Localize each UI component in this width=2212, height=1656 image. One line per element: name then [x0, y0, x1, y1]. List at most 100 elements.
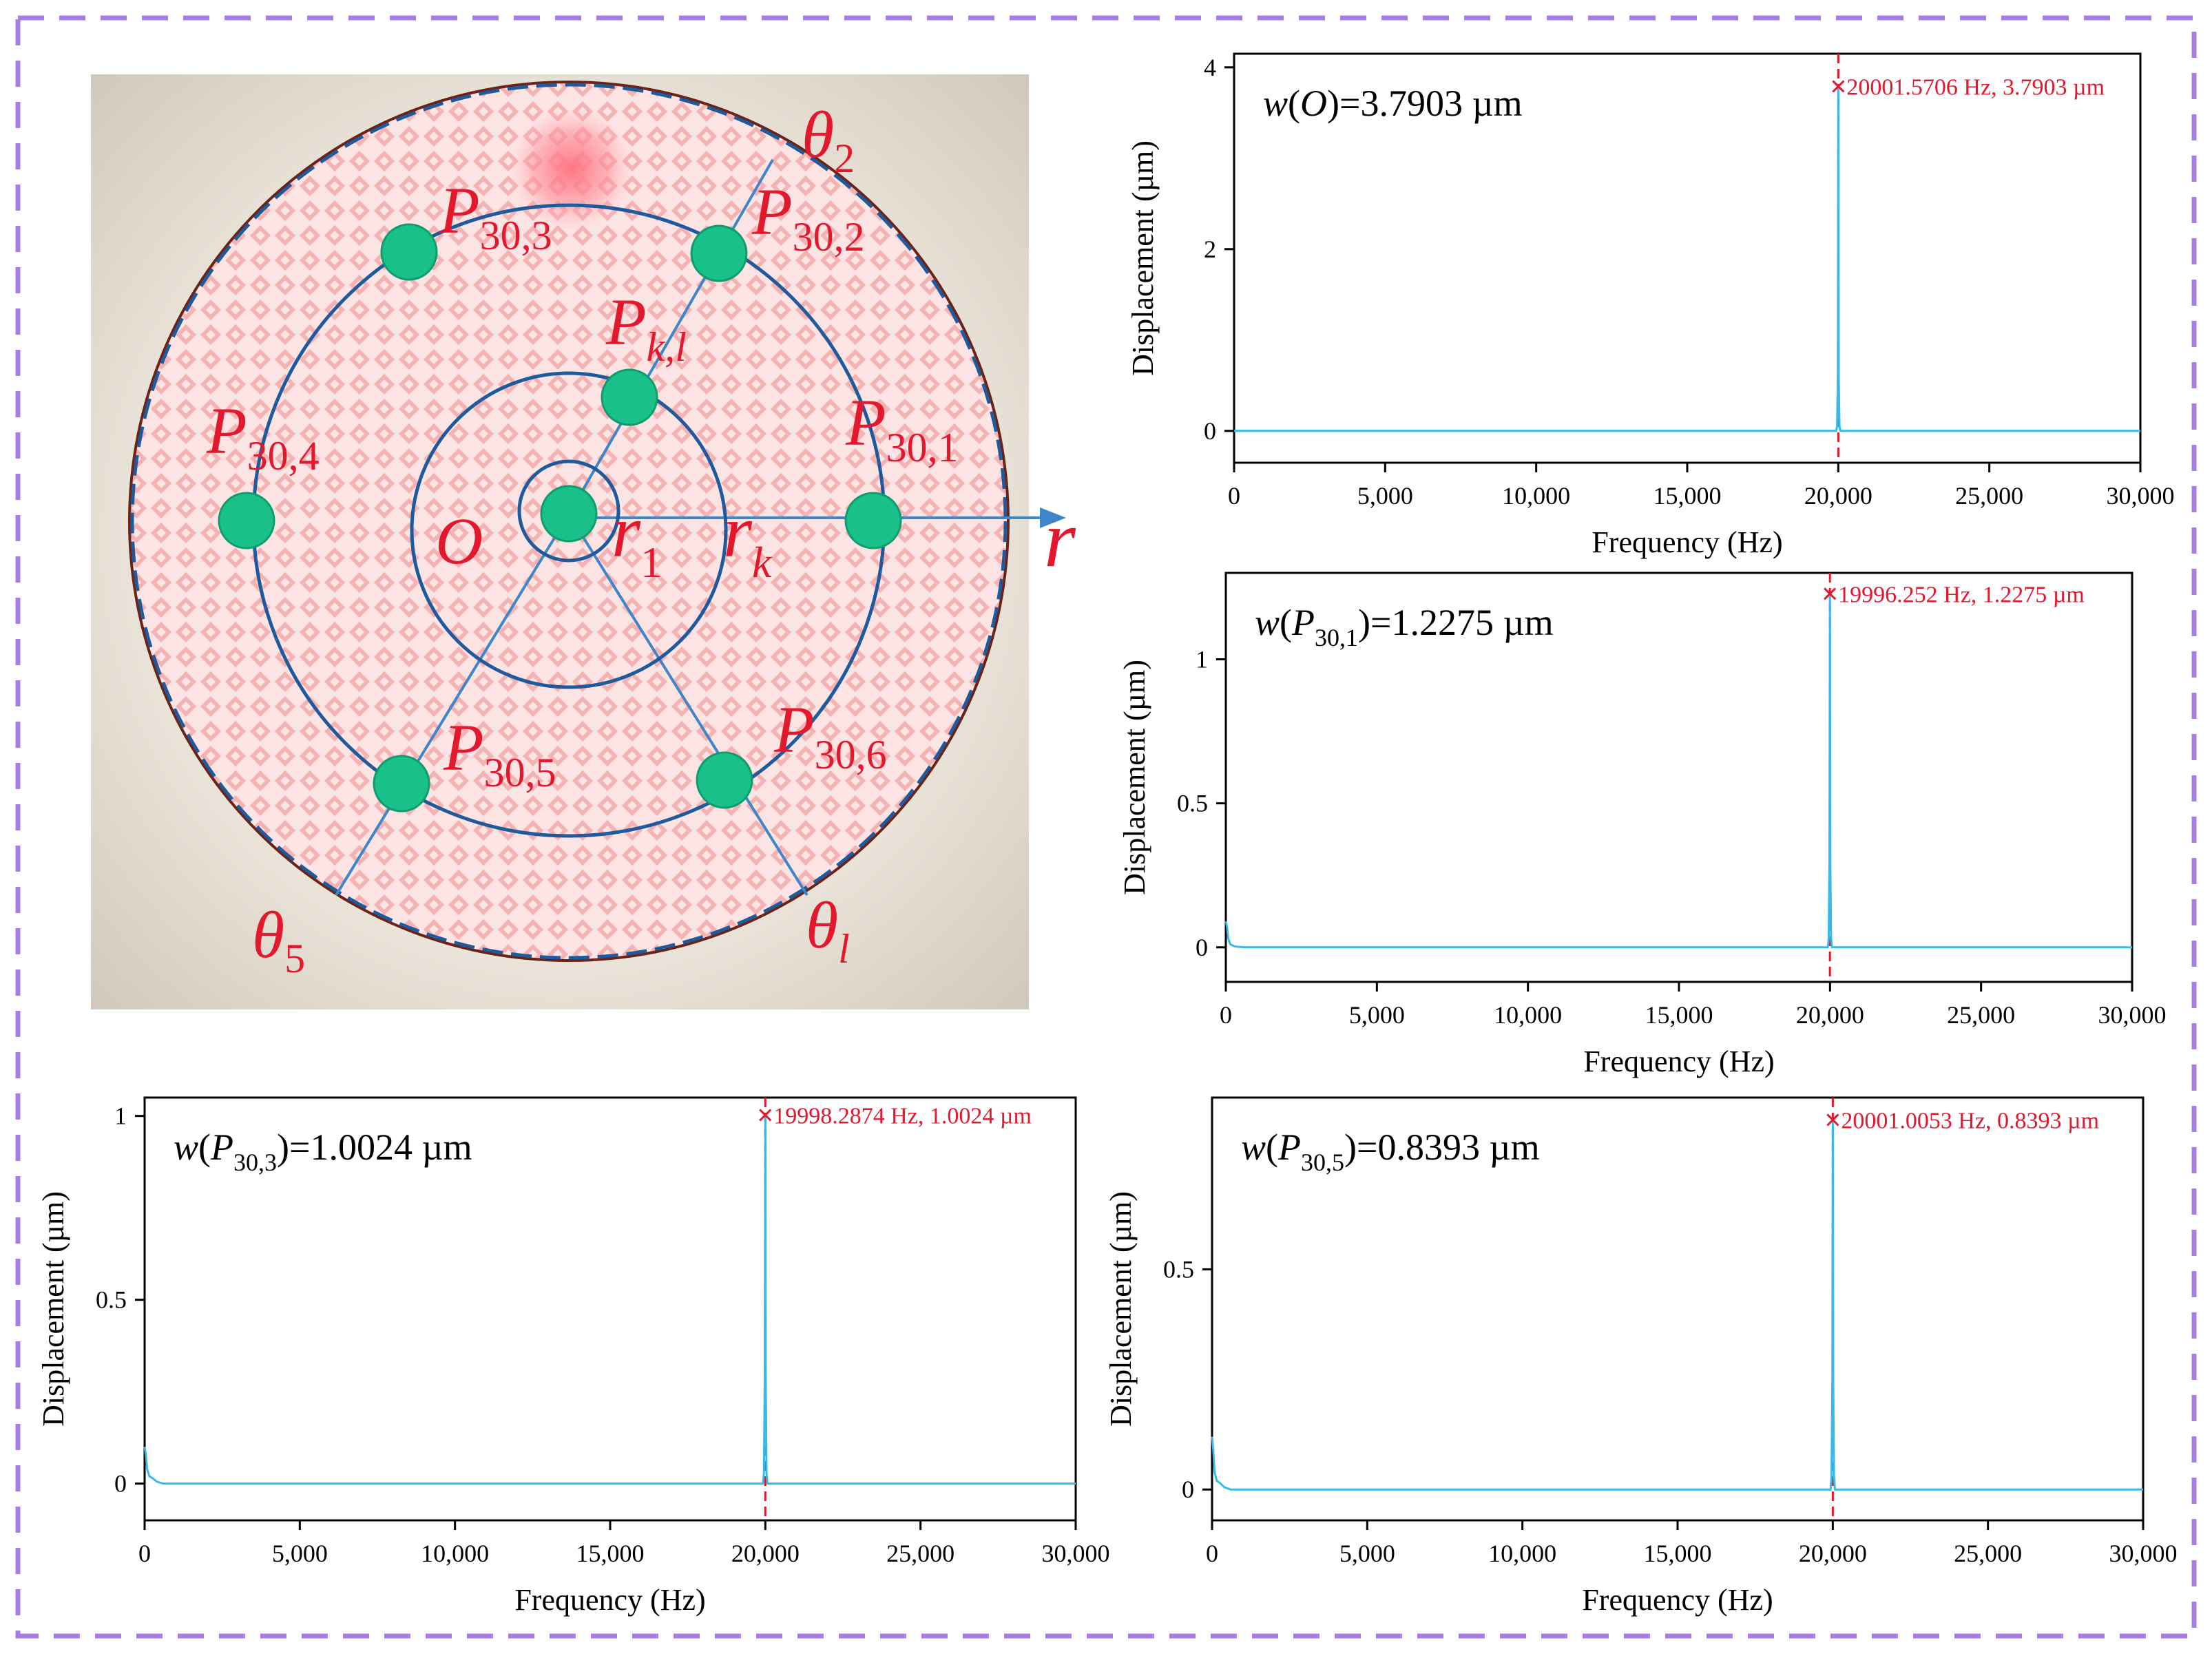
x-tick-label: 20,000 — [1804, 482, 1872, 510]
label-p30-3: P30,3 — [439, 174, 552, 258]
chart-chart-p301: 0 5,000 10,000 15,000 20,000 25,000 30,000 0 0.5… — [1118, 572, 2167, 1078]
label-theta2: θ2 — [802, 98, 855, 181]
series-line — [1224, 594, 2132, 949]
label-p30-4: P30,4 — [206, 394, 320, 479]
y-tick-label: 0 — [1182, 1476, 1194, 1503]
x-tick-label: 15,000 — [1653, 482, 1722, 510]
peak-point — [1826, 1113, 1839, 1126]
x-tick-label: 5,000 — [1349, 1001, 1405, 1029]
peak-point — [1832, 80, 1845, 93]
series-line — [143, 1115, 1076, 1485]
x-tick-label: 0 — [1228, 482, 1240, 510]
x-tick-label: 30,000 — [2109, 1540, 2178, 1567]
peak-data-label: 20001.5706 Hz, 3.7903 µm — [1846, 74, 2105, 100]
annotation-label: w(P30,3)=1.0024 µm — [174, 1126, 472, 1176]
disk-boundary — [130, 83, 1008, 960]
x-tick-label: 25,000 — [886, 1540, 954, 1567]
x-tick-label: 0 — [1220, 1001, 1232, 1029]
y-tick-label: 1 — [114, 1102, 127, 1130]
series-line — [1234, 86, 2140, 432]
point-o — [540, 485, 598, 543]
excitation-spot — [510, 107, 634, 231]
y-axis-title: Displacement (µm) — [1126, 140, 1160, 376]
label-theta5: θ5 — [252, 898, 305, 981]
y-axis-title: Displacement (µm) — [1118, 660, 1151, 895]
peak-data-label: 19996.252 Hz, 1.2275 µm — [1838, 582, 2085, 607]
chart-chart-o: 0 5,000 10,000 15,000 20,000 25,000 30,000 0 2 4 F… — [1126, 52, 2175, 559]
label-rk: rk — [723, 491, 773, 587]
x-tick-label: 25,000 — [1954, 1540, 2022, 1567]
y-tick-label: 1 — [1196, 645, 1208, 673]
label-axis-r: r — [1044, 494, 1076, 584]
spoke-theta5 — [335, 513, 570, 897]
spoke-thetal — [567, 513, 808, 897]
label-thetal: θl — [806, 888, 850, 972]
label-p30-1: P30,1 — [845, 386, 959, 470]
y-tick-label: 2 — [1204, 235, 1216, 263]
x-tick-label: 15,000 — [576, 1540, 645, 1567]
y-axis-title: Displacement (µm) — [36, 1191, 70, 1427]
x-tick-label: 25,000 — [1955, 482, 2023, 510]
label-pkl: Pk,l — [605, 285, 687, 370]
x-tick-label: 30,000 — [2098, 1001, 2167, 1029]
annotation-label: w(P30,5)=0.8393 µm — [1241, 1126, 1540, 1176]
y-tick-label: 0 — [1196, 934, 1208, 961]
radial-axis-arrowhead — [1040, 507, 1066, 528]
x-tick-label: 0 — [138, 1540, 151, 1567]
point-p30-3 — [380, 223, 438, 281]
label-r1: r1 — [612, 491, 662, 587]
y-tick-label: 0 — [114, 1470, 127, 1498]
spectrum-charts: 0 5,000 10,000 15,000 20,000 25,000 30,000024F… — [36, 52, 2178, 1617]
label-origin: O — [435, 504, 483, 578]
circle-r1 — [517, 459, 620, 563]
x-tick-label: 30,000 — [1042, 1540, 1110, 1567]
point-pkl — [601, 368, 658, 426]
x-axis-title: Frequency (Hz) — [1592, 525, 1782, 559]
disk-diagram: θ2 θ5 θl P30,3 P30,2 Pk,l P30,4 P30,1 P3… — [91, 74, 1076, 1009]
circle-rk — [410, 371, 728, 689]
y-tick-label: 0.5 — [1163, 1255, 1194, 1283]
y-axis-title: Displacement (µm) — [1104, 1191, 1138, 1427]
label-p30-2: P30,2 — [751, 175, 865, 260]
point-p30-5 — [373, 755, 430, 813]
chart-chart-p303: 0 5,000 10,000 15,000 20,000 25,000 30,000 0 0.5… — [36, 1096, 1110, 1617]
y-tick-label: 4 — [1204, 54, 1216, 81]
point-p30-4 — [218, 492, 275, 549]
x-tick-label: 25,000 — [1947, 1001, 2015, 1029]
x-tick-label: 20,000 — [1799, 1540, 1867, 1567]
x-tick-label: 10,000 — [1488, 1540, 1556, 1567]
x-tick-label: 0 — [1206, 1540, 1218, 1567]
label-p30-5: P30,5 — [443, 711, 556, 795]
peak-point — [1824, 587, 1837, 600]
y-tick-label: 0 — [1204, 417, 1216, 445]
x-tick-label: 5,000 — [272, 1540, 328, 1567]
peak-data-label: 20001.0053 Hz, 0.8393 µm — [1841, 1108, 2099, 1133]
x-tick-label: 5,000 — [1339, 1540, 1395, 1567]
x-tick-label: 15,000 — [1645, 1001, 1713, 1029]
x-tick-label: 20,000 — [731, 1540, 800, 1567]
y-tick-label: 0.5 — [1177, 790, 1208, 817]
annotation-label: w(P30,1)=1.2275 µm — [1255, 602, 1554, 651]
label-p30-6: P30,6 — [773, 693, 887, 777]
x-tick-label: 20,000 — [1796, 1001, 1864, 1029]
x-tick-label: 30,000 — [2107, 482, 2175, 510]
chart-chart-p305: 0 5,000 10,000 15,000 20,000 25,000 30,000 0 0.5… — [1104, 1096, 2178, 1617]
series-line — [1211, 1120, 2143, 1491]
spoke-theta2 — [567, 159, 774, 515]
x-tick-label: 10,000 — [421, 1540, 489, 1567]
x-tick-label: 10,000 — [1502, 482, 1570, 510]
peak-data-label: 19998.2874 Hz, 1.0024 µm — [773, 1103, 1032, 1129]
x-axis-title: Frequency (Hz) — [1583, 1045, 1774, 1078]
point-p30-2 — [690, 224, 748, 282]
annotation-label: w(O)=3.7903 µm — [1263, 83, 1523, 124]
x-tick-label: 5,000 — [1357, 482, 1413, 510]
point-p30-6 — [696, 751, 753, 809]
x-tick-label: 15,000 — [1644, 1540, 1712, 1567]
x-axis-title: Frequency (Hz) — [1582, 1583, 1773, 1617]
peak-point — [759, 1109, 772, 1122]
x-axis-title: Frequency (Hz) — [514, 1583, 705, 1617]
point-p30-1 — [844, 492, 902, 549]
x-tick-label: 10,000 — [1494, 1001, 1562, 1029]
